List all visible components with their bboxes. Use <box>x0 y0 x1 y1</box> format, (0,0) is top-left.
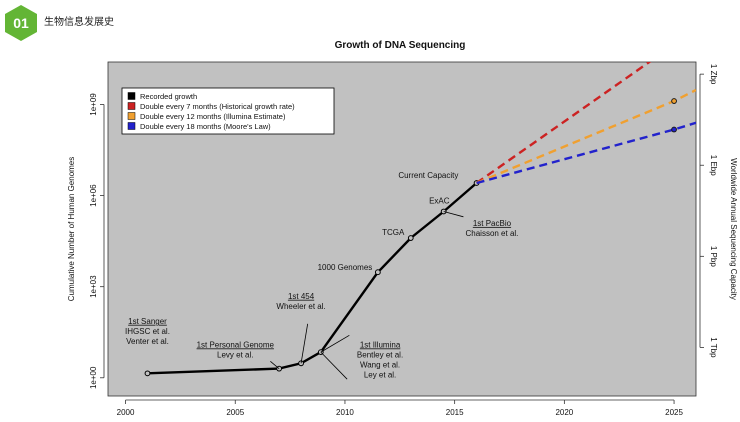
annotation-3-line-2: Wang et al. <box>360 360 400 369</box>
annotation-8-line-0: Current Capacity <box>398 171 458 180</box>
series-3-point-1 <box>671 126 677 133</box>
annotation-7-line-0: 1st PacBio <box>473 219 512 228</box>
right-tick-label-3: 1 Zbp <box>709 64 718 85</box>
series-line-0 <box>147 182 478 375</box>
x-tick-label-2005: 2005 <box>226 408 244 417</box>
annotation-1-line-0: 1st Personal Genome <box>197 340 275 349</box>
chart-title: Growth of DNA Sequencing <box>335 40 466 51</box>
annotation-0-line-2: Venter et al. <box>126 337 169 346</box>
x-tick-label-2015: 2015 <box>446 408 464 417</box>
legend-label-0: Recorded growth <box>140 92 197 101</box>
annotation-leader-4 <box>443 211 464 218</box>
legend-label-3: Double every 18 months (Moore's Law) <box>140 122 271 131</box>
section-title: 生物信息发展史 <box>44 17 114 28</box>
annotation-4-line-0: 1000 Genomes <box>318 263 373 272</box>
series-line-3 <box>476 121 696 185</box>
annotation-leader-2 <box>320 334 350 353</box>
series-line-1 <box>475 62 652 184</box>
x-tick-label-2025: 2025 <box>665 408 683 417</box>
annotation-leader-1 <box>270 360 280 369</box>
annotation-1-line-1: Levy et al. <box>217 350 253 359</box>
annotation-6-line-0: ExAC <box>429 196 450 205</box>
annotation-2-line-1: Wheeler et al. <box>276 302 325 311</box>
annotation-7-line-1: Chaisson et al. <box>465 229 518 238</box>
annotation-0-line-1: IHGSC et al. <box>125 327 170 336</box>
y-tick-label-1: 1e+03 <box>89 275 98 298</box>
right-tick-label-0: 1 Tbp <box>709 337 718 358</box>
legend-label-1: Double every 7 months (Historical growth… <box>140 102 295 111</box>
legend-box <box>121 87 335 135</box>
section-number-badge: 01 <box>4 4 38 42</box>
legend-swatch-1 <box>127 102 136 110</box>
annotation-0-line-0: 1st Sanger <box>128 317 167 326</box>
y-tick-label-2: 1e+06 <box>89 184 98 207</box>
right-tick-label-2: 1 Ebp <box>709 155 718 176</box>
annotation-3-line-1: Bentley et al. <box>357 350 403 359</box>
annotation-3-line-0: 1st Illumina <box>360 340 401 349</box>
series-2-point-1 <box>671 98 677 104</box>
x-tick-label-2020: 2020 <box>555 408 573 417</box>
series-0-point-0 <box>144 370 151 377</box>
annotation-leader-0 <box>300 323 309 364</box>
right-axis-label: Worldwide Annual Sequencing Capacity <box>729 158 738 300</box>
series-0-point-5 <box>407 235 414 241</box>
y-tick-label-3: 1e+09 <box>89 93 98 116</box>
annotation-leader-3 <box>320 351 348 380</box>
y-axis-label: Cumulative Number of Human Genomes <box>67 157 76 302</box>
x-tick-label-2010: 2010 <box>336 408 354 417</box>
series-0-point-4 <box>374 269 381 276</box>
legend-swatch-2 <box>127 112 136 120</box>
legend-swatch-3 <box>127 122 136 130</box>
y-tick-label-0: 1e+00 <box>89 366 98 389</box>
annotation-2-line-0: 1st 454 <box>288 292 315 301</box>
annotation-3-line-3: Ley et al. <box>364 370 396 379</box>
legend-swatch-0 <box>127 92 136 100</box>
x-tick-label-2000: 2000 <box>117 408 135 417</box>
annotation-5-line-0: TCGA <box>382 228 405 237</box>
right-tick-label-1: 1 Pbp <box>709 246 718 267</box>
legend-label-2: Double every 12 months (Illumina Estimat… <box>140 112 286 121</box>
badge-number: 01 <box>13 15 29 31</box>
